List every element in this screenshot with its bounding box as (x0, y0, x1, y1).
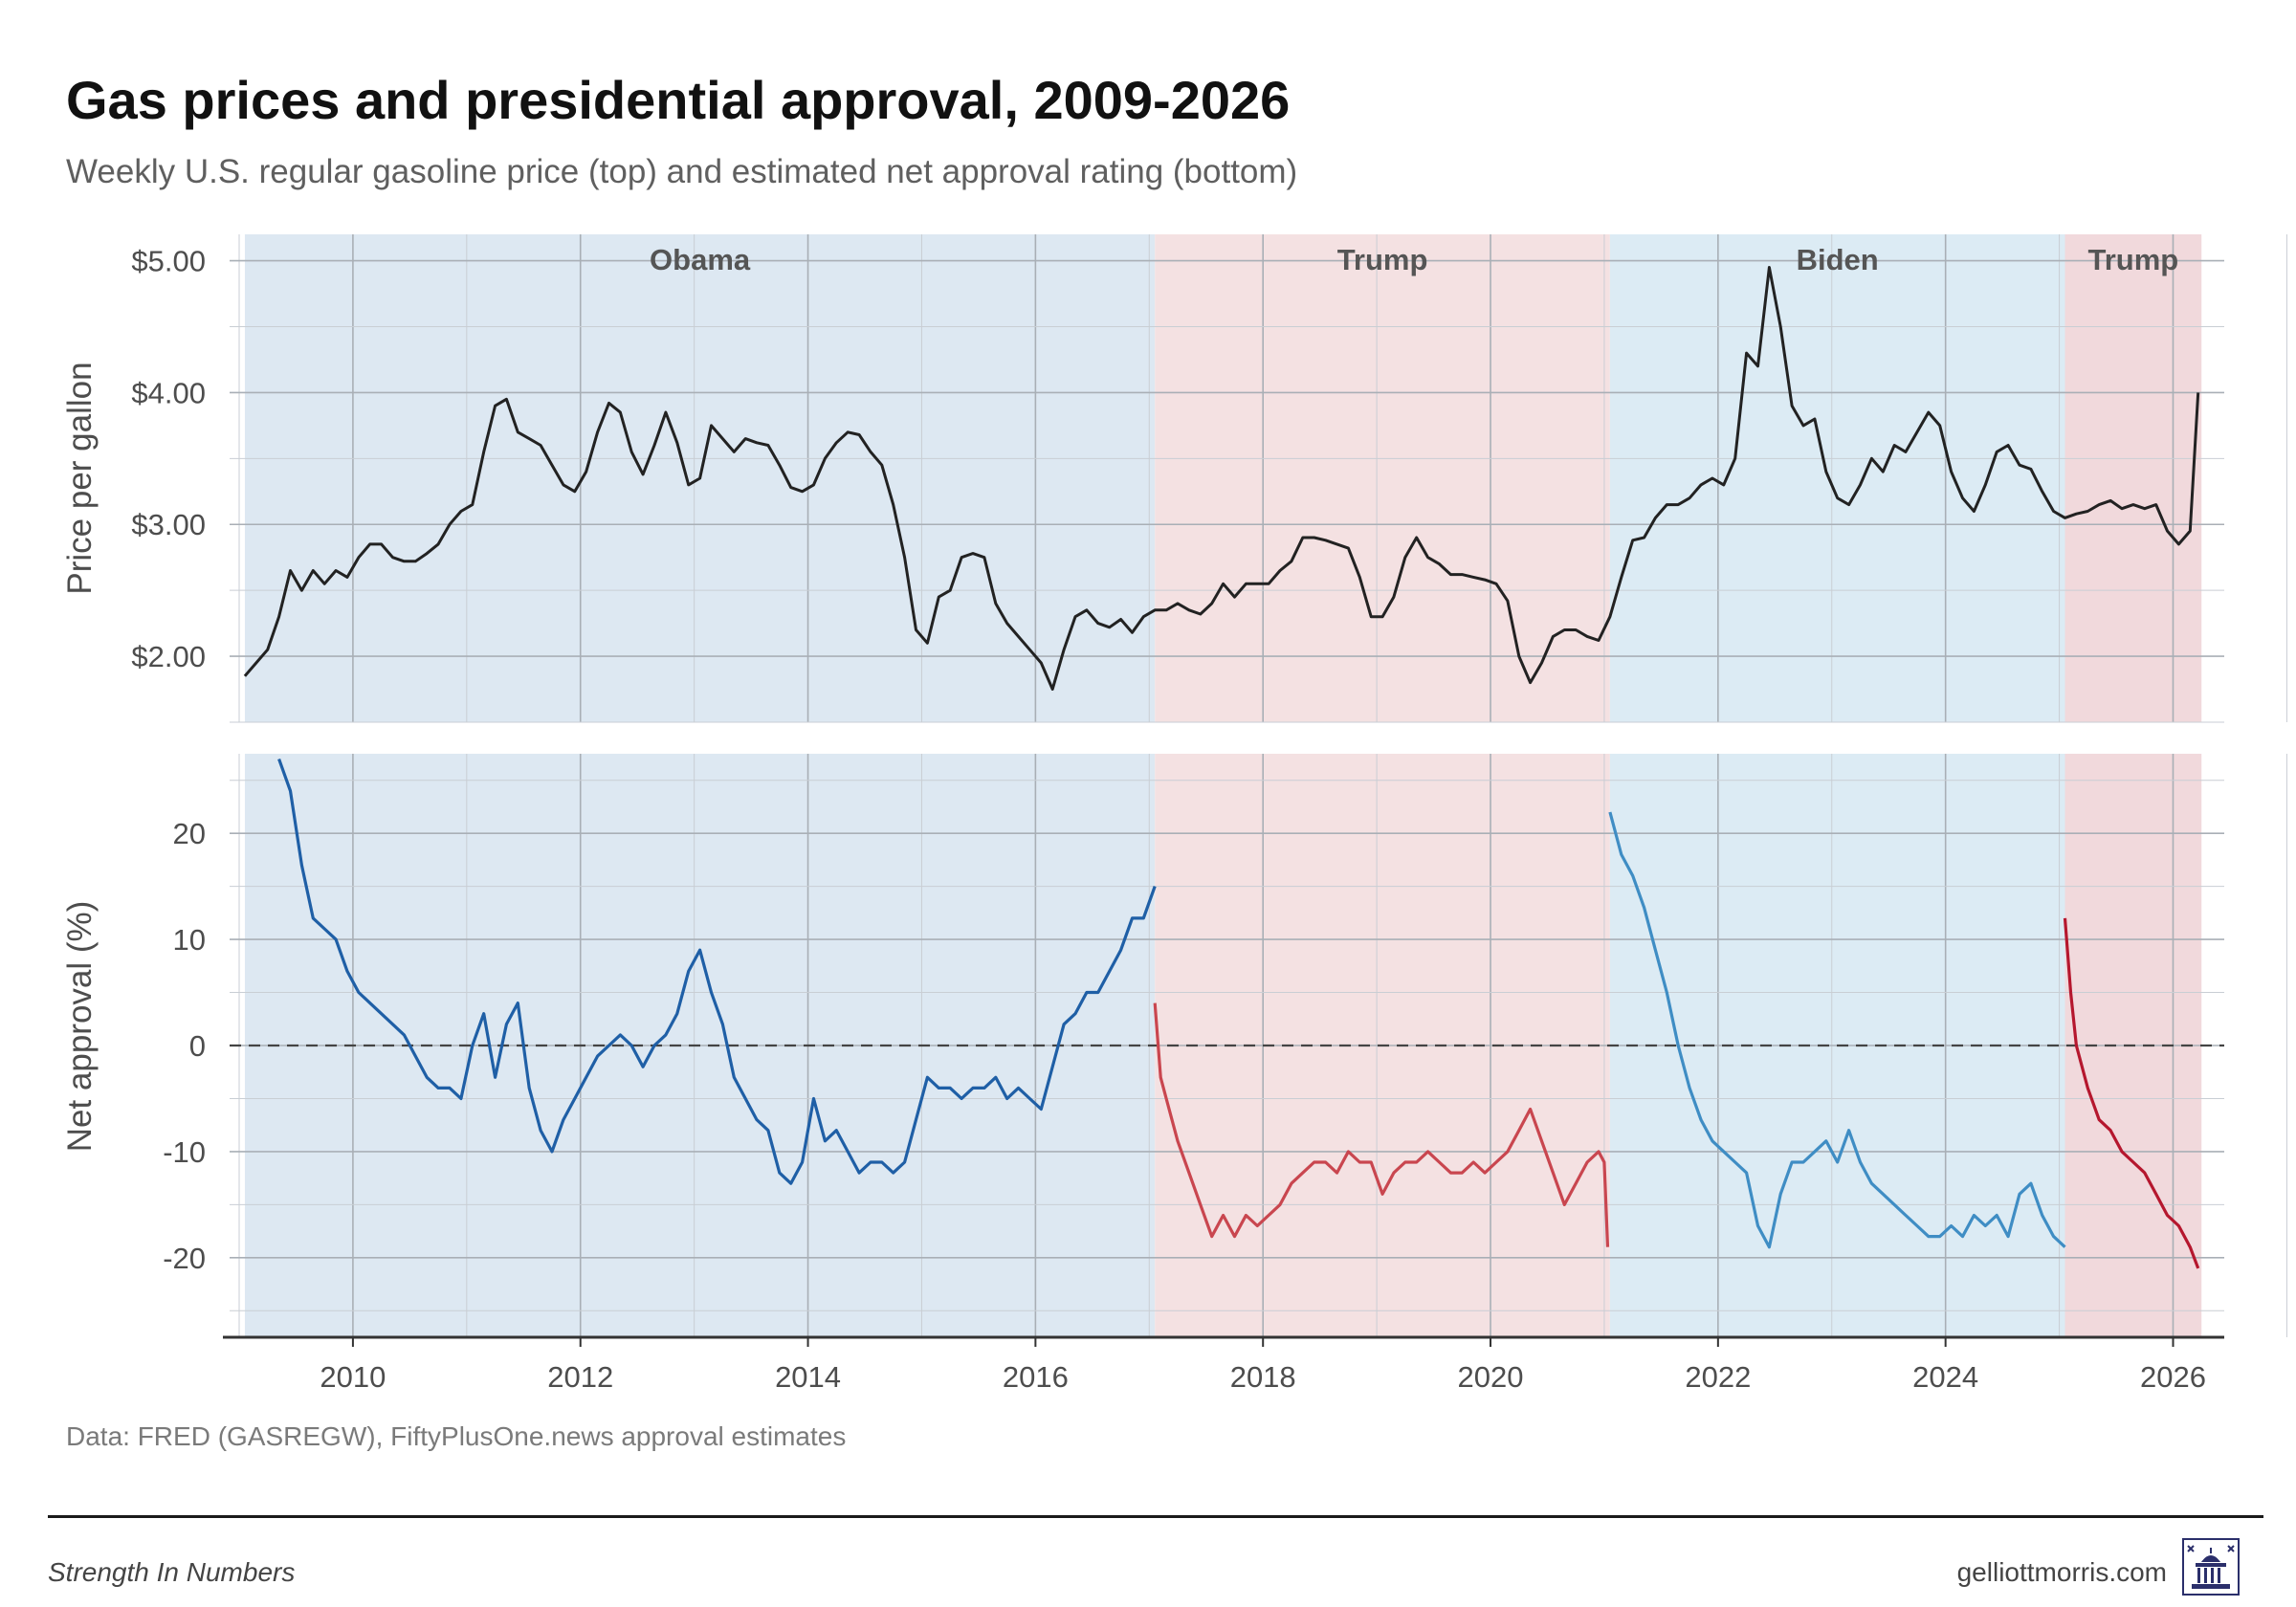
era-label-biden: Biden (1797, 243, 1879, 276)
approval-line-trump-second-term (2063, 917, 2200, 1269)
era-band-top-2 (1609, 234, 2065, 722)
x-tick-label: 2014 (775, 1360, 841, 1394)
y-tick-label-top: $4.00 (131, 376, 206, 409)
x-tick-label: 2022 (1685, 1360, 1751, 1394)
x-tick-label: 2026 (2140, 1360, 2206, 1394)
footer-divider (48, 1515, 2263, 1518)
x-tick-label: 2020 (1458, 1360, 1524, 1394)
y-tick-label-bottom: -10 (163, 1135, 206, 1169)
y-tick-label-bottom: -20 (163, 1242, 206, 1275)
y-axis-title-top: Price per gallon (61, 362, 99, 594)
gas-price-line (243, 266, 2200, 691)
y-tick-label-top: $5.00 (131, 245, 206, 278)
y-tick-label-bottom: 0 (189, 1029, 206, 1063)
x-tick-label: 2018 (1230, 1360, 1296, 1394)
era-band-top-3 (2064, 234, 2202, 722)
data-source-caption: Data: FRED (GASREGW), FiftyPlusOne.news … (66, 1421, 847, 1451)
era-label-trump: Trump (1337, 243, 1428, 276)
era-label-trump: Trump (2088, 243, 2179, 276)
y-axis-title-bottom: Net approval (%) (61, 901, 99, 1153)
x-tick-label: 2016 (1003, 1360, 1069, 1394)
chart-subtitle: Weekly U.S. regular gasoline price (top)… (66, 153, 1298, 190)
chart-title: Gas prices and presidential approval, 20… (66, 70, 1291, 130)
y-tick-label-bottom: 20 (173, 817, 206, 850)
x-tick-label: 2010 (320, 1360, 386, 1394)
approval-line-trump-first-term (1153, 1002, 1610, 1247)
chart-area: $2.00 $3.00 $4.00 $5.00 -20 -10 0 10 20 Obama Trum… (61, 234, 2287, 1394)
y-tick-label-top: $2.00 (131, 640, 206, 673)
era-label-obama: Obama (650, 243, 751, 276)
approval-line-obama (277, 758, 1157, 1185)
y-tick-label-top: $3.00 (131, 508, 206, 541)
approval-line-biden (1608, 811, 2066, 1249)
era-band-top-1 (1155, 234, 1610, 722)
x-tick-label: 2012 (547, 1360, 613, 1394)
y-tick-label-bottom: 10 (173, 923, 206, 957)
x-tick-label: 2024 (1912, 1360, 1978, 1394)
capitol-logo-icon (2182, 1538, 2240, 1596)
footer-tagline: Strength In Numbers (48, 1557, 296, 1587)
footer-website[interactable]: gelliottmorris.com (1956, 1557, 2167, 1587)
